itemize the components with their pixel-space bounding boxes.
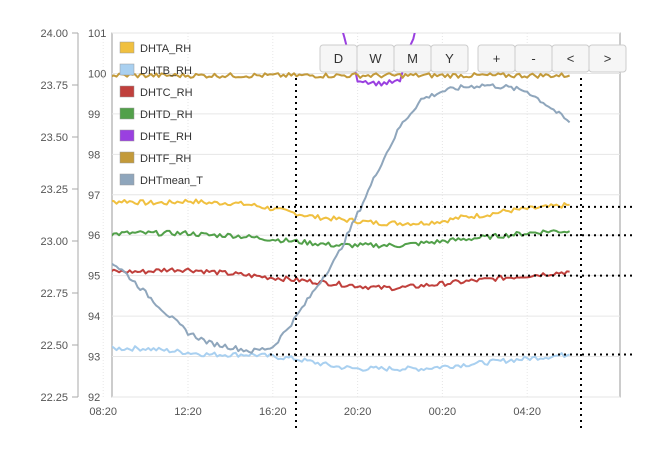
rh-axis-tick-label: 97 (88, 190, 100, 202)
left-axis-tick-label: 22.50 (40, 340, 68, 352)
legend-swatch (119, 107, 135, 120)
legend-label: DHTB_RH (140, 65, 192, 77)
x-axis-tick-label: 08:20 (89, 406, 117, 418)
nav-button-bg[interactable] (477, 44, 516, 73)
nav-button-pan-right[interactable]: > (588, 44, 627, 73)
rh-axis-tick-label: 94 (88, 311, 100, 323)
series-line-dhta-rh (112, 198, 570, 227)
legend-label: DHTA_RH (140, 43, 191, 55)
left-axis-tick-label: 23.00 (40, 236, 68, 248)
nav-button-bg[interactable] (551, 44, 590, 73)
plot-frame (111, 32, 621, 398)
legend-label: DHTC_RH (140, 87, 193, 99)
nav-button-y[interactable]: Y (430, 44, 469, 73)
left-axis-tick-label: 24.00 (40, 28, 68, 40)
nav-button-bg[interactable] (430, 44, 469, 73)
rh-axis-tick-label: 95 (88, 271, 100, 283)
left-axis-tick-label: 23.75 (40, 80, 68, 92)
rh-axis-tick-label: 96 (88, 230, 100, 242)
nav-button-bg[interactable] (393, 44, 432, 73)
left-axis-tick-label: 23.50 (40, 132, 68, 144)
legend-swatch (119, 129, 135, 142)
nav-button-w[interactable]: W (356, 44, 395, 73)
nav-button-zoom-out[interactable]: - (514, 44, 553, 73)
left-axis-tick-label: 22.75 (40, 288, 68, 300)
axes: 24.00 23.75 23.50 23.25 23.00 22.75 22.50 22.25… (40, 28, 540, 418)
rh-axis-tick-label: 93 (88, 352, 100, 364)
nav-button-bg[interactable] (514, 44, 553, 73)
x-axis-tick-label: 00:20 (429, 406, 457, 418)
legend-label: DHTmean_T (140, 175, 203, 187)
x-axis-tick-label: 20:20 (344, 406, 372, 418)
rh-axis-tick-label: 100 (88, 68, 106, 80)
left-axis-tick-label: 22.25 (40, 392, 68, 404)
crosshair-layer (270, 78, 632, 428)
series-line-dhtc-rh (112, 267, 570, 292)
legend-label: DHTD_RH (140, 109, 193, 121)
rh-axis-tick-label: 92 (88, 392, 100, 404)
rh-axis-tick-label: 99 (88, 109, 100, 121)
nav-button-bg[interactable] (319, 44, 358, 73)
series-line-dhtb-rh (112, 345, 570, 372)
nav-button-m[interactable]: M (393, 44, 432, 73)
legend-label: DHTF_RH (140, 153, 191, 165)
legend-swatch (119, 151, 135, 164)
nav-button-bg[interactable] (588, 44, 627, 73)
legend-swatch (119, 85, 135, 98)
x-axis-tick-label: 12:20 (174, 406, 202, 418)
legend-swatch (119, 41, 135, 54)
rh-axis-tick-label: 101 (88, 28, 106, 40)
series-line-dhtd-rh (112, 229, 571, 249)
x-axis-tick-label: 04:20 (513, 406, 541, 418)
series-line-dhtf-rh (112, 72, 570, 79)
rh-axis-tick-label: 98 (88, 149, 100, 161)
legend-swatch (119, 63, 135, 76)
nav-button-d[interactable]: D (319, 44, 358, 73)
nav-button-bg[interactable] (356, 44, 395, 73)
legend-label: DHTE_RH (140, 131, 192, 143)
nav-button-zoom-in[interactable]: + (477, 44, 516, 73)
nav-button-pan-left[interactable]: < (551, 44, 590, 73)
legend-swatch (119, 173, 135, 186)
legend: DHTA_RH DHTB_RH DHTC_RH DHTD_RH DHTE_RH DHTF_… (119, 41, 203, 187)
left-axis-tick-label: 23.25 (40, 184, 68, 196)
x-axis-tick-label: 16:20 (259, 406, 287, 418)
